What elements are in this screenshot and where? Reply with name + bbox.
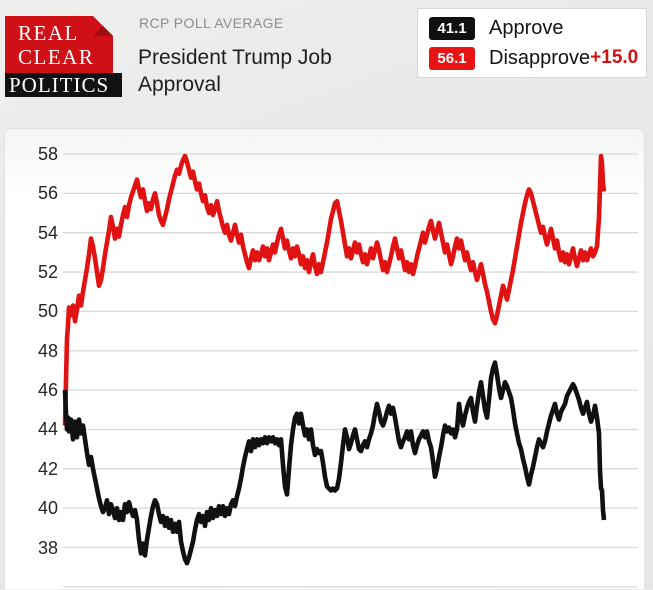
approve-value-badge: 41.1 bbox=[429, 16, 475, 40]
y-tick-label: 44 bbox=[37, 419, 58, 440]
logo-line-clear: CLEAR bbox=[18, 45, 95, 69]
y-tick-label: 58 bbox=[37, 144, 58, 164]
y-tick-label: 54 bbox=[37, 222, 58, 243]
logo-folded-corner-icon bbox=[93, 16, 113, 36]
logo-line-politics: POLITICS bbox=[9, 72, 110, 97]
y-tick-label: 52 bbox=[37, 262, 58, 283]
poll-average-kicker: RCP POLL AVERAGE bbox=[139, 15, 284, 31]
rcp-logo: REAL CLEAR POLITICS bbox=[5, 16, 122, 97]
chart-card: 58 56 54 52 50 48 46 44 42 40 38 bbox=[4, 128, 645, 589]
disapprove-value-badge: 56.1 bbox=[429, 46, 475, 70]
y-tick-label: 50 bbox=[37, 301, 58, 322]
disapprove-line bbox=[62, 153, 607, 426]
y-tick-label: 40 bbox=[37, 498, 58, 519]
y-tick-label: 48 bbox=[37, 340, 58, 361]
y-tick-label: 46 bbox=[37, 380, 58, 401]
spread-value: +15.0 bbox=[590, 47, 639, 68]
rcp-logo-red-box: REAL CLEAR bbox=[5, 16, 113, 73]
approve-line bbox=[62, 360, 607, 566]
rcp-logo-black-box: POLITICS bbox=[5, 73, 122, 97]
approval-line-chart bbox=[62, 153, 638, 588]
logo-line-real: REAL bbox=[18, 21, 79, 45]
y-tick-label: 38 bbox=[37, 537, 58, 558]
legend-row-approve: 41.1 Approve bbox=[429, 16, 634, 40]
disapprove-label: Disapprove bbox=[489, 46, 591, 69]
y-tick-label: 56 bbox=[37, 183, 58, 204]
legend-box: 41.1 Approve 56.1 Disapprove +15.0 bbox=[417, 8, 647, 78]
legend-row-disapprove: 56.1 Disapprove +15.0 bbox=[429, 46, 638, 70]
y-tick-label: 42 bbox=[37, 458, 58, 479]
approve-label: Approve bbox=[489, 16, 564, 39]
page-title: President Trump Job Approval bbox=[138, 46, 332, 96]
